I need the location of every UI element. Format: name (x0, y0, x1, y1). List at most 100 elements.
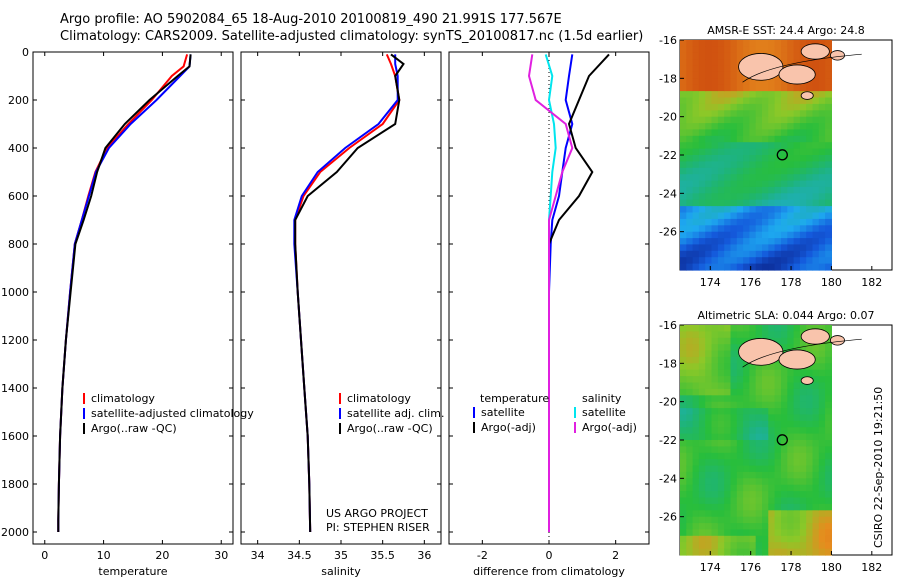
sst-map-cell (762, 84, 769, 92)
sla-map-cell (711, 516, 719, 524)
sla-map-cell (680, 503, 687, 511)
sst-map-cell (724, 65, 732, 73)
sla-map-cell (736, 337, 744, 345)
sst-map-cell (749, 155, 757, 162)
sla-map-cell (806, 420, 814, 428)
sla-map-cell (736, 440, 744, 447)
sst-map-cell (724, 186, 732, 194)
sal-xtick-label: 36 (417, 549, 431, 562)
sst-map-cell (698, 212, 706, 220)
sla-map-cell (749, 542, 757, 550)
sst-map-cell (686, 116, 694, 124)
sst-map-cell (705, 257, 713, 265)
sla-map-cell (799, 427, 807, 435)
sst-map-cell (774, 103, 782, 111)
sla-map-cell (774, 420, 782, 428)
sst-map-cell (686, 257, 694, 265)
sla-map-cell (736, 535, 744, 543)
sst-map-cell (705, 78, 713, 86)
sst-map-cell (812, 97, 820, 105)
sst-map-cell (711, 135, 719, 143)
depth-tick-label: 600 (8, 190, 29, 203)
sst-map-cell (743, 174, 750, 182)
sst-map-cell (818, 161, 826, 169)
sst-map-cell (736, 78, 744, 86)
sst-map-cell (743, 142, 750, 150)
sst-map-cell (818, 257, 826, 265)
sla-map-cell (705, 427, 713, 435)
sla-map-cell (787, 529, 795, 537)
sst-map-cell (743, 212, 750, 220)
sst-map-cell (692, 186, 700, 194)
sst-map-cell (730, 263, 738, 271)
sla-map-cell (799, 516, 807, 524)
temp-xtick-label: 0 (41, 549, 48, 562)
sst-map-cell (825, 65, 832, 73)
sla-map-cell (774, 395, 782, 403)
sst-map-cell (818, 180, 826, 188)
sst-map-cell (806, 40, 814, 47)
sst-map-cell (686, 123, 694, 131)
sla-map-cell (736, 465, 744, 473)
sst-map-cell (762, 193, 769, 201)
sst-map-cell (825, 148, 832, 156)
sst-map-cell (686, 199, 694, 207)
sst-map-cell (749, 116, 757, 124)
sla-map-cell (825, 497, 832, 505)
sla-map-cell (680, 491, 687, 499)
sla-map-cell (781, 388, 788, 396)
sst-map-cell (705, 116, 713, 124)
sla-map-cell (705, 484, 713, 492)
sst-map-cell (812, 193, 820, 201)
sla-map-cell (799, 471, 807, 479)
sst-map-cell (730, 257, 738, 265)
sla-map-cell (680, 478, 687, 486)
sst-map-cell (793, 231, 801, 239)
sst-map-cell (698, 263, 706, 271)
sla-map-cell (743, 395, 750, 403)
sst-map-cell (781, 103, 788, 111)
sst-map-cell (799, 142, 807, 150)
sla-map-xtick-label: 176 (740, 561, 761, 574)
sla-map-cell (711, 325, 719, 332)
sla-map-cell (812, 344, 820, 352)
sst-map-cell (781, 59, 788, 67)
sla-map-cell (686, 510, 694, 518)
sla-map-cell (793, 414, 801, 422)
sla-map-cell (680, 363, 687, 371)
diff-legend-title-temperature: temperature (480, 392, 549, 405)
sla-map-cell (799, 459, 807, 467)
sst-map-cell (736, 116, 744, 124)
sla-map-cell (686, 484, 694, 492)
sst-map-cell (774, 180, 782, 188)
sst-map-cell (705, 167, 713, 175)
sla-map-cell (793, 529, 801, 537)
sla-map-cell (818, 401, 826, 409)
sla-map-cell (680, 497, 687, 505)
sst-map-cell (812, 231, 820, 239)
sst-map-cell (806, 116, 814, 124)
sst-map-cell (787, 212, 795, 220)
sst-map-cell (736, 244, 744, 252)
sla-map-cell (806, 523, 814, 531)
sst-map-cell (686, 244, 694, 252)
sst-map-cell (774, 206, 782, 214)
sla-map-cell (825, 414, 832, 422)
sla-map-cell (717, 523, 725, 531)
sst-map-cell (768, 193, 776, 201)
sst-map-cell (724, 78, 732, 86)
sst-map-cell (698, 257, 706, 265)
sla-map-ytick-label: -20 (659, 396, 677, 409)
sla-map-cell (717, 516, 725, 524)
sst-map-cell (680, 78, 687, 86)
sst-map-cell (755, 129, 763, 137)
sla-map-cell (698, 542, 706, 550)
sla-map-cell (793, 376, 801, 384)
sla-map-cell (781, 452, 788, 460)
sla-map-cell (717, 414, 725, 422)
sla-map-cell (698, 382, 706, 390)
sla-map-cell (698, 325, 706, 332)
sla-map-cell (799, 535, 807, 543)
sst-map-cell (736, 186, 744, 194)
sla-map-cell (749, 433, 757, 441)
